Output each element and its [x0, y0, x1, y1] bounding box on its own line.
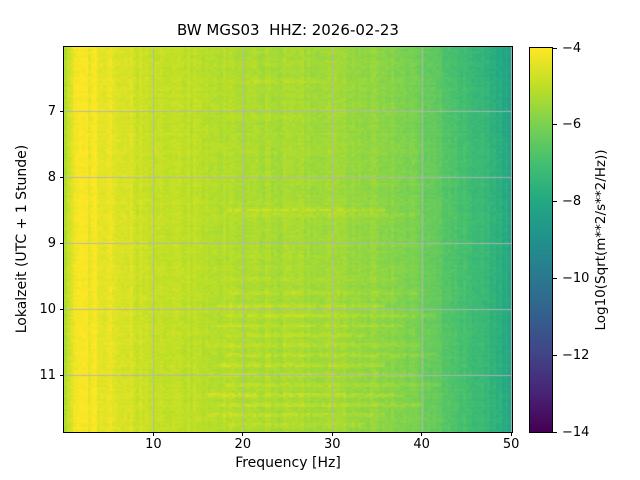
y-tick-label: 11 — [39, 367, 56, 383]
colorbar-tick-label: −8 — [562, 194, 582, 210]
y-tick-mark — [60, 308, 64, 310]
y-tick-label: 7 — [47, 103, 56, 119]
x-tick-label: 10 — [145, 437, 162, 452]
x-tick-mark — [510, 432, 512, 436]
x-tick-label: 30 — [323, 437, 341, 452]
colorbar-tick-label: −12 — [562, 347, 590, 363]
colorbar-tick-mark — [552, 124, 557, 126]
spectrogram-heatmap-canvas — [64, 47, 512, 432]
plot-area — [63, 46, 513, 433]
y-tick-label: 9 — [47, 235, 56, 251]
colorbar-tick-mark — [552, 277, 557, 279]
x-tick-mark — [331, 432, 333, 436]
x-tick-label: 40 — [413, 437, 430, 452]
colorbar-tick-mark — [552, 354, 557, 356]
x-axis-label: Frequency [Hz] — [235, 455, 341, 471]
y-tick-mark — [60, 110, 64, 112]
y-tick-mark — [60, 374, 64, 376]
y-tick-mark — [60, 242, 64, 244]
colorbar-label: Log10(Sqrt(m**2/s**2/Hz)) — [593, 149, 609, 331]
x-tick-mark — [242, 432, 244, 436]
x-tick-label: 20 — [234, 437, 252, 452]
y-tick-label: 10 — [39, 301, 56, 317]
colorbar — [529, 47, 553, 433]
colorbar-tick-label: −14 — [562, 424, 590, 440]
colorbar-tick-label: −6 — [562, 117, 582, 133]
x-tick-mark — [152, 432, 154, 436]
colorbar-tick-mark — [552, 201, 557, 203]
colorbar-gradient-canvas — [530, 48, 552, 432]
colorbar-tick-label: −10 — [562, 270, 590, 286]
colorbar-tick-mark — [552, 431, 557, 433]
x-tick-mark — [421, 432, 423, 436]
x-tick-label: 50 — [502, 437, 520, 452]
y-tick-mark — [60, 176, 64, 178]
colorbar-tick-label: −4 — [562, 40, 582, 56]
y-tick-label: 8 — [47, 169, 56, 185]
colorbar-tick-mark — [552, 47, 557, 49]
chart-title: BW MGS03 HHZ: 2026-02-23 — [177, 21, 399, 39]
